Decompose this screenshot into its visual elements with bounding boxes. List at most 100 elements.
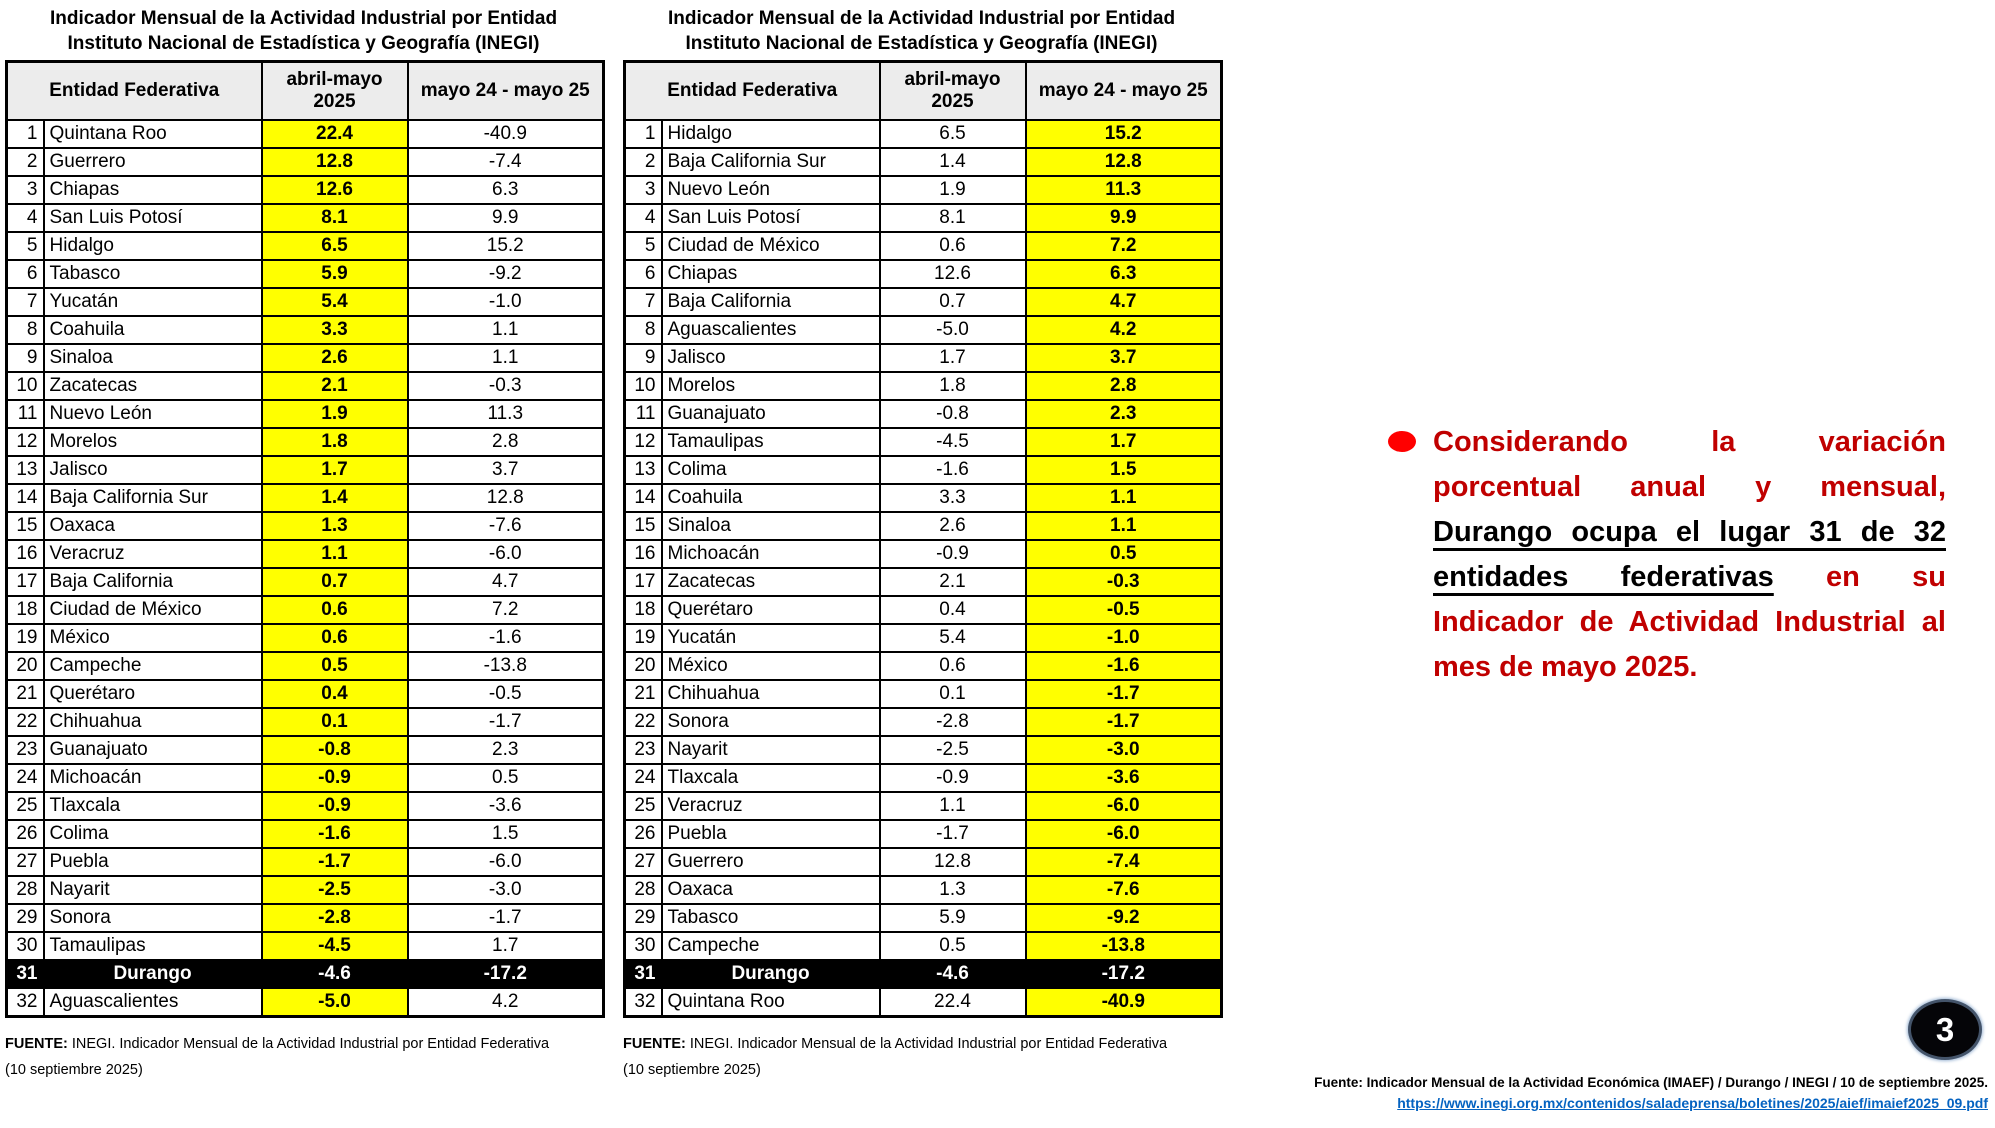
cell-name: Sinaloa bbox=[42, 342, 263, 373]
cell-c1: 0.6 bbox=[260, 594, 409, 625]
cell-rank: 25 bbox=[5, 790, 45, 821]
cell-name: Yucatán bbox=[42, 286, 263, 317]
cell-c2: 9.9 bbox=[406, 202, 605, 233]
cell-name: Chihuahua bbox=[42, 706, 263, 737]
cell-c1: -4.5 bbox=[878, 426, 1027, 457]
cell-rank: 3 bbox=[5, 174, 45, 205]
cell-rank: 6 bbox=[623, 258, 663, 289]
cell-c2: -13.8 bbox=[1024, 930, 1223, 961]
cell-name: Durango bbox=[660, 958, 881, 989]
cell-c1: 0.4 bbox=[878, 594, 1027, 625]
cell-name: México bbox=[660, 650, 881, 681]
cell-c1: -2.8 bbox=[260, 902, 409, 933]
table-row: 23 Guanajuato -0.8 2.3 bbox=[5, 734, 605, 765]
cell-name: Guerrero bbox=[660, 846, 881, 877]
cell-c1: 12.8 bbox=[260, 146, 409, 177]
cell-c1: 2.1 bbox=[878, 566, 1027, 597]
table-row: 19 México 0.6 -1.6 bbox=[5, 622, 605, 653]
footer-source-link[interactable]: https://www.inegi.org.mx/contenidos/sala… bbox=[1397, 1095, 1988, 1111]
table-row: 3 Nuevo León 1.9 11.3 bbox=[623, 174, 1223, 205]
cell-c1: 1.9 bbox=[260, 398, 409, 429]
cell-c2: 15.2 bbox=[1024, 118, 1223, 149]
cell-name: Sonora bbox=[660, 706, 881, 737]
cell-c1: -5.0 bbox=[878, 314, 1027, 345]
cell-c2: 4.7 bbox=[406, 566, 605, 597]
cell-c1: -0.9 bbox=[260, 762, 409, 793]
cell-c2: 1.1 bbox=[406, 342, 605, 373]
cell-c1: 3.3 bbox=[878, 482, 1027, 513]
annual-ranking-table-block: Indicador Mensual de la Actividad Indust… bbox=[623, 6, 1223, 1083]
cell-c1: 8.1 bbox=[260, 202, 409, 233]
annotation-segment-red2: en su Indicador de Actividad Industrial … bbox=[1433, 561, 1946, 683]
cell-c1: -2.8 bbox=[878, 706, 1027, 737]
cell-rank: 11 bbox=[5, 398, 45, 429]
table-row: 29 Tabasco 5.9 -9.2 bbox=[623, 902, 1223, 933]
ranking-table-annual: Entidad Federativa abril-mayo 2025 mayo … bbox=[623, 60, 1223, 1018]
cell-c1: 5.4 bbox=[260, 286, 409, 317]
cell-c2: -0.5 bbox=[1024, 594, 1223, 625]
cell-rank: 28 bbox=[5, 874, 45, 905]
header-mayo24-mayo25: mayo 24 - mayo 25 bbox=[406, 60, 605, 121]
cell-rank: 12 bbox=[5, 426, 45, 457]
cell-c1: 0.1 bbox=[878, 678, 1027, 709]
table-row: 1 Hidalgo 6.5 15.2 bbox=[623, 118, 1223, 149]
table-row: 11 Nuevo León 1.9 11.3 bbox=[5, 398, 605, 429]
cell-rank: 26 bbox=[623, 818, 663, 849]
page-number-badge: 3 bbox=[1908, 999, 1982, 1060]
cell-rank: 13 bbox=[5, 454, 45, 485]
cell-rank: 19 bbox=[623, 622, 663, 653]
cell-rank: 10 bbox=[623, 370, 663, 401]
cell-name: México bbox=[42, 622, 263, 653]
cell-c2: 1.1 bbox=[1024, 510, 1223, 541]
cell-c1: -0.8 bbox=[878, 398, 1027, 429]
cell-c2: 9.9 bbox=[1024, 202, 1223, 233]
cell-c2: 3.7 bbox=[406, 454, 605, 485]
cell-name: Puebla bbox=[660, 818, 881, 849]
cell-c1: -1.7 bbox=[260, 846, 409, 877]
cell-rank: 20 bbox=[5, 650, 45, 681]
cell-c2: 1.7 bbox=[1024, 426, 1223, 457]
table-row: 7 Yucatán 5.4 -1.0 bbox=[5, 286, 605, 317]
cell-rank: 24 bbox=[5, 762, 45, 793]
cell-c2: 12.8 bbox=[406, 482, 605, 513]
cell-c1: 0.5 bbox=[260, 650, 409, 681]
table-row: 32 Aguascalientes -5.0 4.2 bbox=[5, 986, 605, 1017]
cell-c2: 4.2 bbox=[406, 986, 605, 1017]
cell-name: Durango bbox=[42, 958, 263, 989]
cell-name: Colima bbox=[42, 818, 263, 849]
cell-c1: -0.9 bbox=[878, 538, 1027, 569]
cell-name: Tamaulipas bbox=[42, 930, 263, 961]
cell-c1: 2.1 bbox=[260, 370, 409, 401]
footer-source-text: Fuente: Indicador Mensual de la Activida… bbox=[1314, 1075, 1988, 1090]
table-row: 14 Baja California Sur 1.4 12.8 bbox=[5, 482, 605, 513]
cell-c1: -0.8 bbox=[260, 734, 409, 765]
table-source-note: FUENTE: INEGI. Indicador Mensual de la A… bbox=[5, 1031, 602, 1083]
table-row: 16 Michoacán -0.9 0.5 bbox=[623, 538, 1223, 569]
cell-c1: 0.5 bbox=[878, 930, 1027, 961]
cell-c1: -2.5 bbox=[878, 734, 1027, 765]
table-row: 28 Nayarit -2.5 -3.0 bbox=[5, 874, 605, 905]
cell-rank: 18 bbox=[5, 594, 45, 625]
cell-rank: 11 bbox=[623, 398, 663, 429]
cell-rank: 16 bbox=[5, 538, 45, 569]
cell-name: Tlaxcala bbox=[660, 762, 881, 793]
cell-c2: 2.3 bbox=[406, 734, 605, 765]
cell-c1: 0.6 bbox=[260, 622, 409, 653]
cell-name: Puebla bbox=[42, 846, 263, 877]
cell-name: Coahuila bbox=[660, 482, 881, 513]
cell-name: Zacatecas bbox=[660, 566, 881, 597]
header-row: Entidad Federativa abril-mayo 2025 mayo … bbox=[623, 60, 1223, 121]
cell-name: Michoacán bbox=[42, 762, 263, 793]
cell-c2: -3.6 bbox=[406, 790, 605, 821]
cell-rank: 30 bbox=[5, 930, 45, 961]
cell-rank: 32 bbox=[5, 986, 45, 1017]
table-row: 26 Colima -1.6 1.5 bbox=[5, 818, 605, 849]
cell-c2: 15.2 bbox=[406, 230, 605, 261]
cell-rank: 16 bbox=[623, 538, 663, 569]
cell-name: Sonora bbox=[42, 902, 263, 933]
cell-c1: -2.5 bbox=[260, 874, 409, 905]
header-abril-mayo: abril-mayo 2025 bbox=[878, 60, 1027, 121]
cell-rank: 5 bbox=[5, 230, 45, 261]
cell-c2: 4.7 bbox=[1024, 286, 1223, 317]
cell-name: Campeche bbox=[660, 930, 881, 961]
